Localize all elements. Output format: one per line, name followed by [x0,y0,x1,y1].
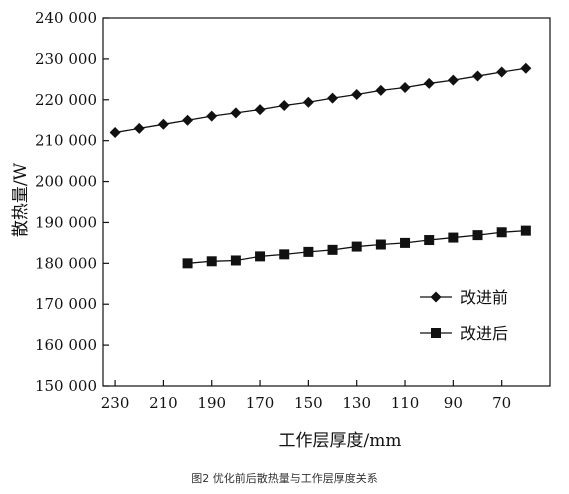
x-tick-label: 210 [149,394,178,412]
data-point-square [230,255,241,266]
data-point-square [375,239,386,250]
x-axis-title: 工作层厚度/mm [279,431,402,451]
data-point-diamond [472,70,484,82]
legend-marker-diamond [430,291,442,303]
x-tick-label: 90 [444,394,463,412]
data-point-square [496,227,507,238]
data-point-square [303,246,314,257]
data-point-diamond [351,88,363,100]
x-tick-label: 150 [294,394,323,412]
y-axis-title: 散热量/W [11,162,31,237]
data-point-square [182,258,193,269]
data-point-diamond [133,122,145,134]
data-point-diamond [447,74,459,86]
y-tick-label: 200 000 [35,173,97,191]
data-point-square [472,230,483,241]
y-tick-label: 180 000 [35,254,97,272]
data-point-square [400,237,411,248]
y-tick-label: 190 000 [35,213,97,231]
x-tick-label: 70 [492,394,511,412]
y-tick-label: 210 000 [35,132,97,150]
legend-entry: 改进后 [460,324,508,343]
y-tick-label: 220 000 [35,91,97,109]
data-point-diamond [302,96,314,108]
data-point-square [448,232,459,243]
chart: 150 000 160 000 170 000 180 000 190 000 200 0… [11,9,551,451]
data-point-square [206,256,217,267]
x-tick-label: 110 [391,394,420,412]
y-tick-label: 230 000 [35,50,97,68]
x-tick-label: 130 [342,394,371,412]
data-point-diamond [496,66,508,78]
data-point-diamond [157,118,169,130]
data-point-diamond [327,92,339,104]
plot-area-frame [102,17,551,387]
legend-marker-square [431,328,441,338]
x-tick-label: 170 [246,394,275,412]
data-point-square [520,225,531,236]
legend-entry: 改进前 [460,288,508,307]
series-line-1 [114,67,526,134]
data-point-square [327,244,338,255]
y-tick-label: 170 000 [35,295,97,313]
y-tick-label: 160 000 [35,336,97,354]
x-tick-label: 230 [101,394,130,412]
y-tick-label: 240 000 [35,9,97,27]
x-tick-label: 190 [197,394,226,412]
data-point-square [351,241,362,252]
data-point-square [279,249,290,260]
data-point-diamond [109,126,121,138]
data-point-square [255,251,266,262]
data-point-diamond [278,100,290,112]
data-point-diamond [375,84,387,96]
data-point-square [424,235,435,246]
data-point-diamond [254,104,266,116]
data-point-diamond [182,114,194,126]
data-point-diamond [230,107,242,119]
data-point-diamond [520,62,532,74]
data-point-diamond [399,82,411,94]
data-point-diamond [423,77,435,89]
data-point-diamond [206,110,218,122]
y-tick-label: 150 000 [35,377,97,395]
figure-caption: 图2 优化前后散热量与工作层厚度关系 [191,472,378,485]
